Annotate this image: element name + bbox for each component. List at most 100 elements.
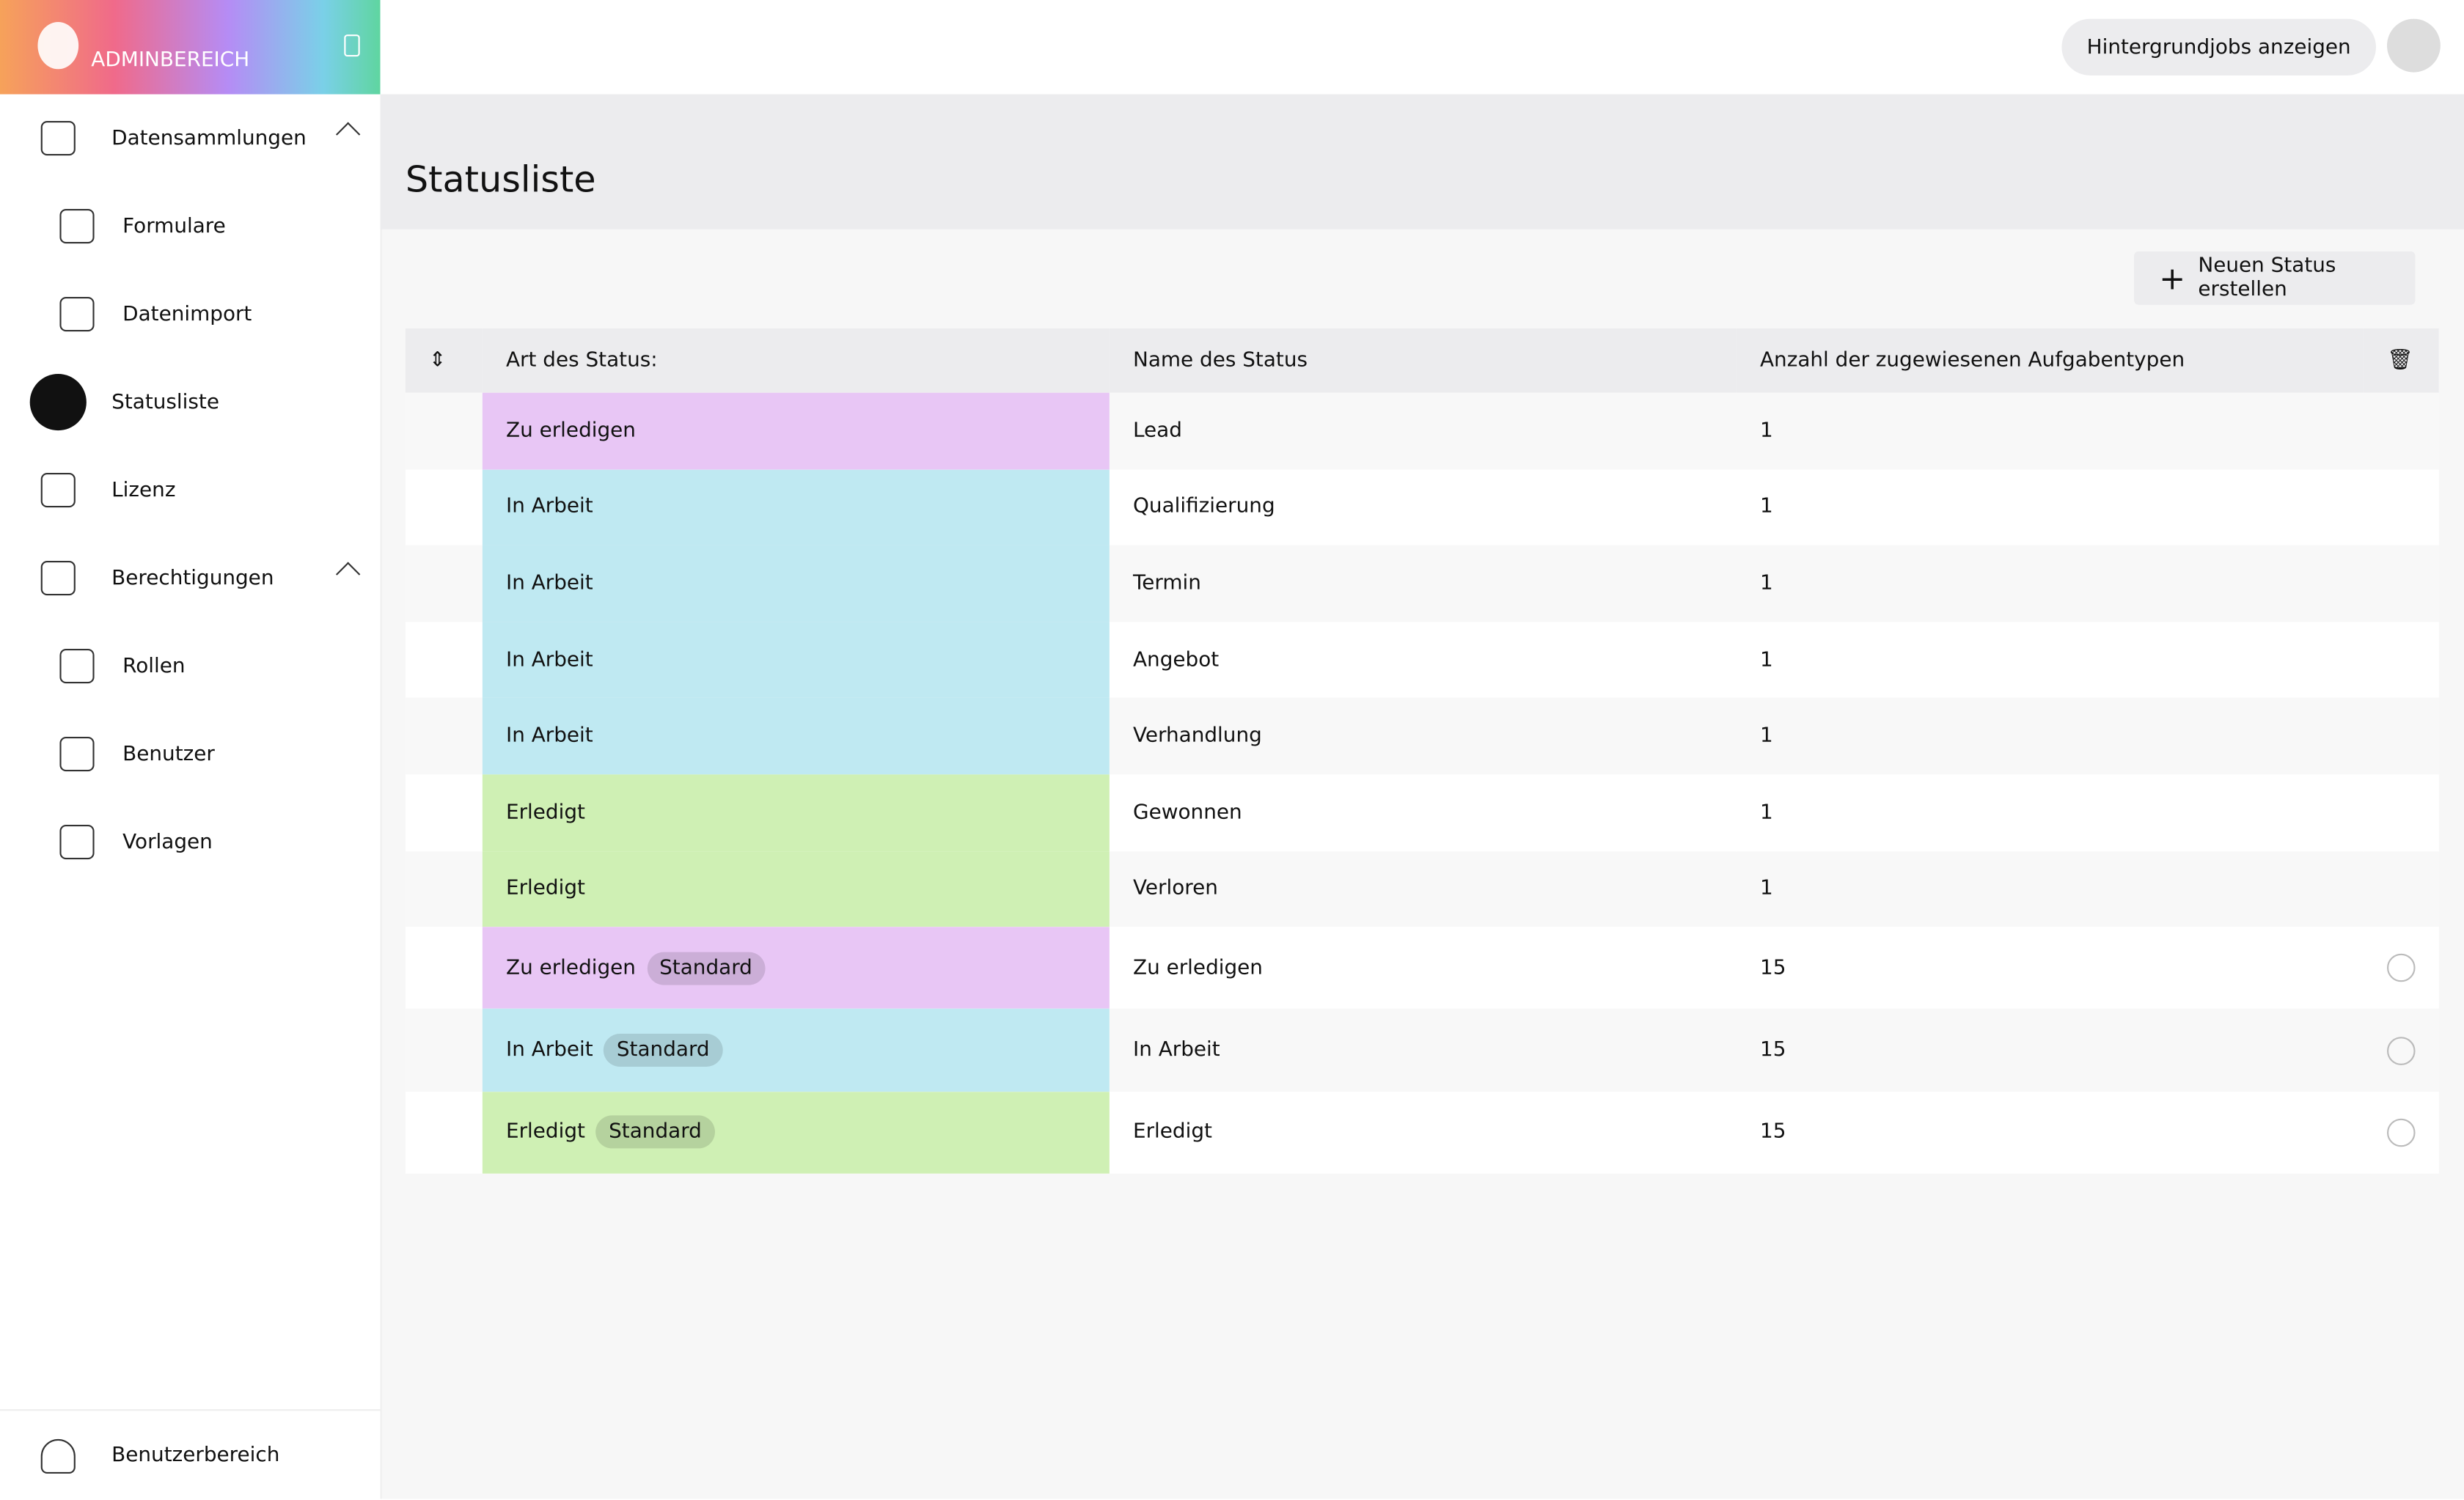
drag-cell <box>406 698 483 774</box>
nav-icon <box>59 649 95 684</box>
default-badge: Standard <box>646 952 766 985</box>
status-table: ⇕ Art des Status: Name des Status Anzahl… <box>405 328 2439 1174</box>
status-type-cell: Erledigt Standard <box>482 1091 1110 1174</box>
status-type-cell: Zu erledigen <box>482 392 1110 469</box>
status-type: Zu erledigen <box>506 956 636 980</box>
nav-item[interactable]: Berechtigungen <box>0 534 381 622</box>
nav-icon <box>40 473 76 508</box>
nav-label: Rollen <box>122 654 186 678</box>
pin-button[interactable] <box>344 34 360 57</box>
table-row: Zu erledigen Standard Zu erledigen 15 <box>405 927 2439 1010</box>
nav-item[interactable]: Datenimport <box>0 271 381 359</box>
task-type-count: 1 <box>1760 724 1773 749</box>
nav-item[interactable]: Formulare <box>0 183 381 271</box>
column-header: Art des Status: <box>506 348 658 372</box>
nav-item[interactable]: Datensammlungen <box>0 95 381 183</box>
status-type: In Arbeit <box>506 724 593 749</box>
table-row: Zu erledigen Lead 1 <box>405 392 2439 469</box>
table-row: Erledigt Gewonnen 1 <box>405 774 2439 851</box>
task-type-count: 1 <box>1760 571 1773 596</box>
info-icon[interactable] <box>2387 1036 2416 1065</box>
create-status-label: Neuen Status erstellen <box>2198 254 2336 302</box>
logo <box>37 22 79 70</box>
avatar[interactable] <box>2387 18 2441 73</box>
nav-item[interactable]: Vorlagen <box>0 798 381 886</box>
info-icon[interactable] <box>2387 1118 2416 1147</box>
status-name: Verhandlung <box>1133 724 1262 749</box>
page-header: Statusliste <box>380 94 2464 229</box>
collapse-toggle[interactable] <box>335 562 361 587</box>
status-type: Erledigt <box>506 1120 585 1144</box>
info-cell <box>2364 774 2439 850</box>
create-status-button[interactable]: + Neuen Status erstellen <box>2134 251 2416 305</box>
user-area-link[interactable]: Benutzerbereich <box>0 1409 381 1500</box>
info-cell <box>2364 393 2439 469</box>
nav-label: Formulare <box>122 214 226 238</box>
table-row: Erledigt Verloren 1 <box>405 850 2439 927</box>
status-name: Lead <box>1133 419 1182 443</box>
nav-icon <box>59 209 95 244</box>
user-icon <box>40 1438 76 1473</box>
status-name: Qualifizierung <box>1133 495 1275 519</box>
nav-item[interactable]: Statusliste <box>0 359 381 446</box>
drag-cell <box>406 622 483 698</box>
status-type-cell: In Arbeit <box>482 622 1110 699</box>
info-cell <box>2364 545 2439 622</box>
status-name: In Arbeit <box>1133 1038 1220 1062</box>
info-cell <box>2364 1092 2439 1174</box>
nav-icon <box>59 825 95 860</box>
info-cell <box>2364 1010 2439 1092</box>
brand-title: ADMINBEREICH <box>91 48 250 73</box>
task-type-count: 1 <box>1760 495 1773 519</box>
table-row: In Arbeit Termin 1 <box>405 545 2439 622</box>
sort-handle[interactable]: ⇕ <box>429 348 447 372</box>
drag-cell <box>406 1092 483 1174</box>
nav-item[interactable]: Benutzer <box>0 710 381 798</box>
task-type-count: 1 <box>1760 801 1773 825</box>
info-cell <box>2364 850 2439 927</box>
status-type-cell: In Arbeit <box>482 698 1110 775</box>
nav-icon <box>40 561 76 596</box>
plus-icon: + <box>2159 259 2186 297</box>
top-bar: Hintergrundjobs anzeigen <box>380 0 2464 95</box>
task-type-count: 1 <box>1760 419 1773 443</box>
delete-icon[interactable]: 🗑 <box>2387 348 2413 372</box>
status-type: In Arbeit <box>506 495 593 519</box>
info-icon[interactable] <box>2387 954 2416 982</box>
collapse-toggle[interactable] <box>335 122 361 147</box>
nav-label: Berechtigungen <box>111 566 274 590</box>
sidebar: ADMINBEREICH Datensammlungen Formulare Dat… <box>0 0 382 1499</box>
status-type: In Arbeit <box>506 571 593 596</box>
column-header: Name des Status <box>1133 348 1308 372</box>
status-type: In Arbeit <box>506 1038 593 1062</box>
drag-cell <box>406 927 483 1010</box>
nav-item[interactable]: Rollen <box>0 622 381 710</box>
status-type: Zu erledigen <box>506 419 636 443</box>
background-jobs-button[interactable]: Hintergrundjobs anzeigen <box>2061 18 2376 76</box>
nav-label: Lizenz <box>111 478 176 502</box>
page-title: Statusliste <box>405 160 596 202</box>
nav-item[interactable]: Lizenz <box>0 446 381 534</box>
task-type-count: 1 <box>1760 877 1773 901</box>
nav-icon <box>59 297 95 332</box>
status-name: Angebot <box>1133 648 1220 672</box>
info-cell <box>2364 622 2439 698</box>
task-type-count: 15 <box>1760 956 1786 980</box>
info-cell <box>2364 927 2439 1010</box>
task-type-count: 15 <box>1760 1038 1786 1062</box>
table-row: In Arbeit Qualifizierung 1 <box>405 468 2439 545</box>
table-row: In Arbeit Angebot 1 <box>405 622 2439 699</box>
nav-label: Datenimport <box>122 302 252 326</box>
task-type-count: 15 <box>1760 1120 1786 1144</box>
task-type-count: 1 <box>1760 648 1773 672</box>
status-name: Gewonnen <box>1133 801 1242 825</box>
status-type-cell: Zu erledigen Standard <box>482 927 1110 1010</box>
header-row: ⇕ Art des Status: Name des Status Anzahl… <box>405 328 2439 393</box>
nav-label: Benutzer <box>122 742 215 766</box>
drag-cell <box>406 850 483 927</box>
default-badge: Standard <box>604 1034 722 1067</box>
status-name: Erledigt <box>1133 1120 1212 1144</box>
column-header: Anzahl der zugewiesenen Aufgabentypen <box>1760 348 2185 372</box>
status-type-cell: In Arbeit <box>482 468 1110 545</box>
